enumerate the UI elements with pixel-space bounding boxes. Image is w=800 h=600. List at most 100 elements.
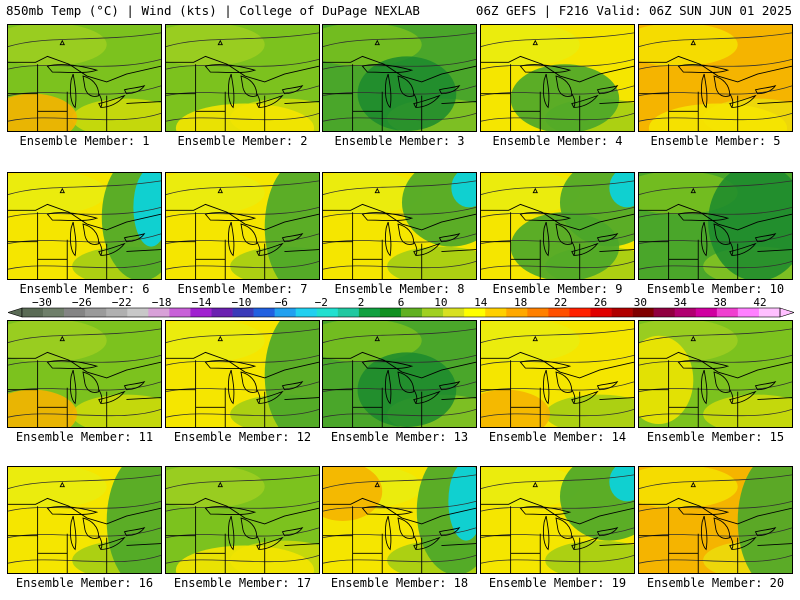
- ensemble-member-label: Ensemble Member: 9: [492, 282, 623, 296]
- ensemble-member-map: [638, 24, 793, 132]
- ensemble-member-label: Ensemble Member: 19: [488, 576, 627, 590]
- colorbar-segment: [316, 308, 339, 317]
- ensemble-member-label: Ensemble Member: 10: [646, 282, 785, 296]
- ensemble-member-label: Ensemble Member: 7: [177, 282, 308, 296]
- ensemble-member-map: [322, 172, 477, 280]
- ensemble-member-label: Ensemble Member: 12: [173, 430, 312, 444]
- ensemble-member-map: [322, 320, 477, 428]
- ensemble-member-map: [322, 24, 477, 132]
- colorbar-segment: [127, 308, 149, 317]
- colorbar-segment: [358, 308, 381, 317]
- colorbar-tick-label: 18: [514, 296, 527, 309]
- colorbar-tick-label: 34: [674, 296, 688, 309]
- ensemble-member-map: [638, 172, 793, 280]
- colorbar-tick-label: 42: [753, 296, 766, 309]
- colorbar-segment: [632, 308, 654, 317]
- colorbar-segment: [169, 308, 191, 317]
- colorbar-tick-label: −2: [315, 296, 328, 309]
- colorbar-segment: [337, 308, 360, 317]
- colorbar-segment: [674, 308, 697, 317]
- colorbar-segment: [737, 308, 760, 317]
- ensemble-member-map: [165, 24, 320, 132]
- ensemble-member-label: Ensemble Member: 20: [646, 576, 785, 590]
- ensemble-member-label: Ensemble Member: 15: [646, 430, 785, 444]
- colorbar-segment: [485, 308, 507, 317]
- ensemble-member-label: Ensemble Member: 4: [492, 134, 623, 148]
- colorbar-segment: [653, 308, 676, 317]
- ensemble-member-label: Ensemble Member: 14: [488, 430, 627, 444]
- colorbar-segment: [611, 308, 633, 317]
- ensemble-member-label: Ensemble Member: 6: [19, 282, 150, 296]
- colorbar-segment: [148, 308, 170, 317]
- colorbar-outline: [21, 307, 781, 318]
- colorbar-segment: [190, 308, 212, 317]
- ensemble-member-map: [480, 466, 635, 574]
- colorbar-segment: [85, 308, 107, 317]
- colorbar-segment: [274, 308, 297, 317]
- ensemble-member-map: [7, 172, 162, 280]
- colorbar-tick-label: 38: [714, 296, 727, 309]
- ensemble-member-label: Ensemble Member: 1: [19, 134, 150, 148]
- ensemble-member-map: [480, 24, 635, 132]
- colorbar-tick-label: 22: [554, 296, 567, 309]
- colorbar-segment: [401, 308, 423, 317]
- ensemble-member-map: [638, 466, 793, 574]
- colorbar-segment: [506, 308, 528, 317]
- ensemble-member-label: Ensemble Member: 18: [330, 576, 469, 590]
- colorbar-segment: [295, 308, 318, 317]
- colorbar-segment: [716, 308, 739, 317]
- colorbar-segment: [379, 308, 402, 317]
- ensemble-member-map: [165, 320, 320, 428]
- colorbar-segment: [64, 308, 86, 317]
- colorbar-tick-label: 14: [474, 296, 488, 309]
- ensemble-member-label: Ensemble Member: 5: [650, 134, 781, 148]
- colorbar-tick-label: −30: [32, 296, 52, 309]
- ensemble-member-label: Ensemble Member: 3: [334, 134, 465, 148]
- colorbar-segment: [106, 308, 128, 317]
- colorbar-tick-label: −10: [231, 296, 251, 309]
- header-left: 850mb Temp (°C) | Wind (kts) | College o…: [6, 3, 420, 18]
- ensemble-member-label: Ensemble Member: 8: [334, 282, 465, 296]
- ensemble-member-map: [322, 466, 477, 574]
- colorbar-arrow-max: [779, 307, 794, 318]
- colorbar-tick-label: −14: [192, 296, 212, 309]
- colorbar-segment: [43, 308, 65, 317]
- ensemble-member-label: Ensemble Member: 17: [173, 576, 312, 590]
- colorbar-tick-label: −6: [275, 296, 288, 309]
- colorbar-tick-label: −26: [72, 296, 92, 309]
- colorbar-segment: [569, 308, 591, 317]
- colorbar-segment: [443, 308, 465, 317]
- colorbar-tick-label: −18: [152, 296, 172, 309]
- ensemble-member-map: [165, 172, 320, 280]
- colorbar-segment: [22, 308, 44, 317]
- colorbar-tick-label: 26: [594, 296, 607, 309]
- colorbar-segment: [232, 308, 254, 317]
- ensemble-member-map: [480, 172, 635, 280]
- colorbar-segment: [590, 308, 612, 317]
- colorbar-tick-label: 10: [434, 296, 447, 309]
- colorbar-tick-label: 2: [358, 296, 365, 309]
- ensemble-member-map: [638, 320, 793, 428]
- ensemble-member-map: [480, 320, 635, 428]
- ensemble-member-label: Ensemble Member: 16: [15, 576, 154, 590]
- colorbar-tick-label: −22: [112, 296, 132, 309]
- ensemble-member-map: [165, 466, 320, 574]
- ensemble-member-label: Ensemble Member: 13: [330, 430, 469, 444]
- header-right: 06Z GEFS | F216 Valid: 06Z SUN JUN 01 20…: [475, 3, 792, 18]
- ensemble-member-map: [7, 24, 162, 132]
- temperature-colorbar: −30 −26 −22 −18 −14 −10 −6 −2 2 6 10 14 18 22 26 30 34 38…: [8, 296, 794, 318]
- colorbar-segment: [548, 308, 570, 317]
- colorbar-segment: [527, 308, 549, 317]
- colorbar-segment: [211, 308, 233, 317]
- colorbar-segment: [422, 308, 444, 317]
- ensemble-member-map: [7, 320, 162, 428]
- colorbar-segment: [695, 308, 718, 317]
- colorbar-segment: [464, 308, 486, 317]
- colorbar-segment: [758, 308, 781, 317]
- colorbar-segment: [253, 308, 275, 317]
- colorbar-tick-label: 30: [634, 296, 647, 309]
- ensemble-member-label: Ensemble Member: 2: [177, 134, 308, 148]
- colorbar-arrow-min: [8, 307, 23, 318]
- ensemble-member-label: Ensemble Member: 11: [15, 430, 154, 444]
- colorbar-tick-label: 6: [398, 296, 405, 309]
